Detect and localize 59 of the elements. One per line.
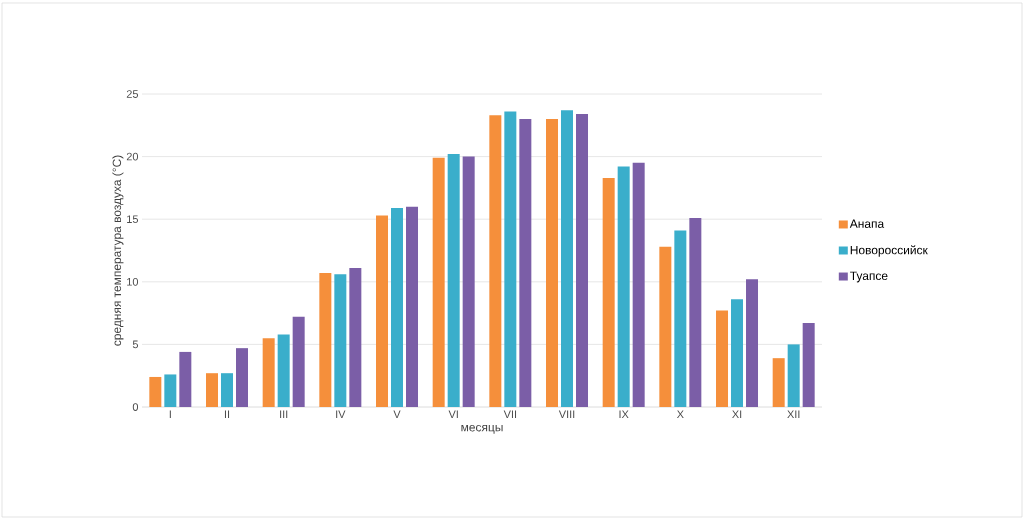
x-tick-label: II	[224, 410, 230, 419]
bar	[561, 110, 573, 407]
bar	[504, 111, 517, 407]
bar	[617, 166, 630, 407]
bar	[164, 374, 177, 407]
bar	[746, 279, 759, 407]
bar	[292, 316, 305, 407]
bar	[772, 358, 785, 407]
bar	[731, 299, 744, 407]
bar	[632, 162, 645, 407]
x-tick-label: VI	[448, 410, 458, 419]
y-tick-label: 0	[132, 403, 139, 411]
bar	[716, 310, 729, 407]
legend-label: Туапсе	[850, 271, 888, 283]
y-tick-label: 15	[127, 215, 139, 224]
bar	[236, 348, 248, 407]
bar	[149, 376, 162, 407]
x-tick-label: XI	[732, 410, 742, 419]
x-tick-label: IX	[619, 410, 629, 419]
bar	[689, 217, 702, 407]
bar	[432, 157, 445, 407]
x-tick-label: X	[676, 410, 684, 419]
bar	[334, 274, 347, 407]
bar	[447, 154, 460, 407]
x-tick-label: VII	[503, 410, 517, 419]
y-tick-label: 5	[132, 340, 139, 349]
bar	[179, 351, 192, 407]
bar	[221, 373, 233, 407]
bar	[659, 246, 672, 407]
x-axis-title: месяцы	[461, 424, 503, 434]
bar	[277, 334, 290, 407]
bar	[262, 338, 275, 407]
x-tick-label: XII	[787, 410, 800, 419]
y-tick-label: 25	[126, 90, 139, 98]
bar	[576, 114, 588, 407]
bar	[462, 156, 475, 407]
x-tick-label: I	[169, 410, 171, 419]
bar	[802, 323, 815, 407]
bar	[674, 230, 687, 407]
bar	[787, 344, 800, 407]
y-axis-title: средняя температура воздуха (°C)	[112, 155, 124, 346]
bar	[602, 177, 615, 407]
bar	[519, 119, 532, 407]
x-tick-label: III	[280, 410, 288, 419]
bar	[206, 373, 218, 407]
x-tick-label: VIII	[558, 410, 575, 419]
legend-label: Анапа	[849, 219, 885, 228]
x-tick-label: V	[393, 410, 401, 419]
bar	[349, 268, 362, 407]
legend-label: Новороссийск	[850, 245, 928, 257]
bar	[546, 119, 558, 407]
x-tick-label: IV	[336, 410, 346, 419]
bar	[406, 206, 418, 407]
bar	[376, 215, 388, 407]
y-tick-label: 10	[127, 277, 139, 286]
y-tick-label: 20	[126, 152, 139, 161]
bar	[391, 207, 403, 407]
bar	[489, 115, 502, 407]
bar	[319, 273, 332, 407]
